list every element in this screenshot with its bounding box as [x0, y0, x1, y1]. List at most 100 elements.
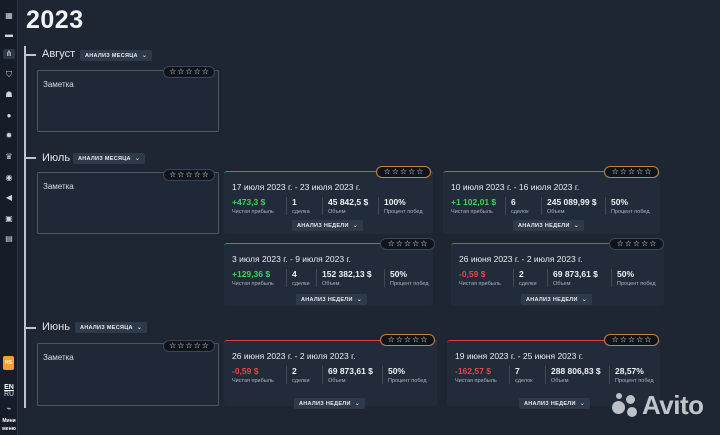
star-icon[interactable]: ☆	[387, 239, 395, 248]
calendar-icon[interactable]: ▣	[5, 214, 13, 223]
divider	[609, 366, 610, 384]
note-label: Заметка	[43, 182, 74, 191]
month-analysis-button[interactable]: АНАЛИЗ МЕСЯЦА ⌄	[80, 50, 153, 61]
rating-stars[interactable]: ☆ ☆ ☆ ☆ ☆	[609, 238, 664, 250]
month-analysis-button[interactable]: АНАЛИЗ МЕСЯЦА ⌄	[73, 153, 146, 164]
star-icon[interactable]: ☆	[611, 167, 619, 176]
star-icon[interactable]: ☆	[185, 341, 193, 350]
star-icon[interactable]: ☆	[408, 167, 416, 176]
star-icon[interactable]: ☆	[644, 335, 652, 344]
star-icon[interactable]: ☆	[201, 341, 209, 350]
rating-stars[interactable]: ☆ ☆ ☆ ☆ ☆	[163, 169, 215, 181]
nodes-icon[interactable]: ⋔	[3, 49, 15, 59]
star-icon[interactable]: ☆	[416, 167, 424, 176]
note-box[interactable]: Заметка	[37, 172, 219, 234]
rating-stars[interactable]: ☆ ☆ ☆ ☆ ☆	[380, 238, 435, 250]
star-icon[interactable]: ☆	[177, 170, 185, 179]
win-rate-value: 28,57%	[615, 366, 644, 376]
star-icon[interactable]: ☆	[619, 335, 627, 344]
rating-stars[interactable]: ☆ ☆ ☆ ☆ ☆	[163, 66, 215, 78]
settings-icon[interactable]: ✹	[5, 131, 13, 140]
star-icon[interactable]: ☆	[395, 239, 403, 248]
star-icon[interactable]: ☆	[636, 335, 644, 344]
rating-stars[interactable]: ☆ ☆ ☆ ☆ ☆	[380, 334, 435, 346]
star-icon[interactable]: ☆	[177, 67, 185, 76]
star-icon[interactable]: ☆	[616, 239, 624, 248]
week-analysis-button[interactable]: АНАЛИЗ НЕДЕЛИ ⌄	[519, 398, 591, 409]
month-analysis-label: АНАЛИЗ МЕСЯЦА	[85, 52, 138, 59]
star-icon[interactable]: ☆	[391, 167, 399, 176]
volume-value: 152 382,13 $	[322, 269, 372, 279]
language-switch[interactable]: EN RU	[0, 384, 18, 398]
star-icon[interactable]: ☆	[632, 239, 641, 248]
rating-stars[interactable]: ☆ ☆ ☆ ☆ ☆	[376, 166, 431, 178]
star-icon[interactable]: ☆	[420, 335, 428, 344]
net-profit-label: Чистая прибыль	[232, 209, 274, 215]
star-icon[interactable]: ☆	[387, 335, 395, 344]
star-icon[interactable]: ☆	[403, 239, 412, 248]
timeline-tick	[24, 157, 36, 159]
note-box[interactable]: Заметка	[37, 70, 219, 132]
month-analysis-button[interactable]: АНАЛИЗ МЕСЯЦА ⌄	[75, 322, 148, 333]
star-icon[interactable]: ☆	[193, 341, 201, 350]
chevron-down-icon: ⌄	[352, 223, 359, 229]
lang-en[interactable]: EN	[4, 384, 14, 391]
star-icon[interactable]: ☆	[169, 341, 177, 350]
star-icon[interactable]: ☆	[636, 167, 644, 176]
star-icon[interactable]: ☆	[185, 170, 193, 179]
chevron-down-icon: ⌄	[573, 223, 580, 229]
user-icon[interactable]: ●	[6, 111, 12, 120]
star-icon[interactable]: ☆	[420, 239, 428, 248]
card-icon[interactable]: ▬	[5, 30, 13, 39]
chevron-down-icon: ⌄	[356, 297, 363, 303]
week-analysis-button[interactable]: АНАЛИЗ НЕДЕЛИ ⌄	[521, 294, 593, 305]
star-icon[interactable]: ☆	[193, 170, 201, 179]
star-icon[interactable]: ☆	[627, 167, 636, 176]
chart-icon[interactable]: ◉	[5, 173, 13, 182]
mini-menu-label[interactable]: Мини	[2, 418, 16, 424]
star-icon[interactable]: ☆	[193, 67, 201, 76]
star-icon[interactable]: ☆	[169, 67, 177, 76]
signal-icon[interactable]: ⌁	[6, 404, 12, 413]
star-icon[interactable]: ☆	[412, 239, 420, 248]
trophy-icon[interactable]: ♛	[5, 152, 13, 161]
timeline-line	[24, 46, 26, 408]
star-icon[interactable]: ☆	[395, 335, 403, 344]
grid-icon[interactable]: ▦	[5, 11, 13, 20]
star-icon[interactable]: ☆	[649, 239, 657, 248]
star-icon[interactable]: ☆	[169, 170, 177, 179]
megaphone-icon[interactable]: ◀	[5, 193, 13, 202]
deals-value: 1	[292, 197, 297, 207]
star-icon[interactable]: ☆	[641, 239, 649, 248]
star-icon[interactable]: ☆	[383, 167, 391, 176]
lang-ru[interactable]: RU	[3, 391, 15, 398]
deals-label: сделка	[292, 209, 310, 215]
shield-icon[interactable]: ⛉	[6, 70, 12, 79]
rating-stars[interactable]: ☆ ☆ ☆ ☆ ☆	[163, 340, 215, 352]
star-icon[interactable]: ☆	[624, 239, 632, 248]
month-label-july: Июль	[42, 152, 71, 164]
mini-menu-label-2[interactable]: меню	[2, 426, 16, 432]
star-icon[interactable]: ☆	[644, 167, 652, 176]
chat-icon[interactable]: ▤	[5, 234, 13, 243]
star-icon[interactable]: ☆	[403, 335, 412, 344]
star-icon[interactable]: ☆	[399, 167, 408, 176]
star-icon[interactable]: ☆	[611, 335, 619, 344]
rating-stars[interactable]: ☆ ☆ ☆ ☆ ☆	[604, 334, 659, 346]
note-box[interactable]: Заметка	[37, 343, 219, 406]
star-icon[interactable]: ☆	[412, 335, 420, 344]
rating-stars[interactable]: ☆ ☆ ☆ ☆ ☆	[604, 166, 659, 178]
star-icon[interactable]: ☆	[177, 341, 185, 350]
star-icon[interactable]: ☆	[619, 167, 627, 176]
users-icon[interactable]: ☗	[5, 90, 13, 99]
star-icon[interactable]: ☆	[201, 67, 209, 76]
avito-text: Avito	[642, 390, 704, 420]
week-analysis-button[interactable]: АНАЛИЗ НЕДЕЛИ ⌄	[513, 220, 585, 231]
avatar[interactable]: HS	[3, 356, 14, 370]
week-analysis-button[interactable]: АНАЛИЗ НЕДЕЛИ ⌄	[294, 398, 366, 409]
week-analysis-button[interactable]: АНАЛИЗ НЕДЕЛИ ⌄	[296, 294, 368, 305]
star-icon[interactable]: ☆	[201, 170, 209, 179]
week-analysis-button[interactable]: АНАЛИЗ НЕДЕЛИ ⌄	[292, 220, 364, 231]
star-icon[interactable]: ☆	[627, 335, 636, 344]
star-icon[interactable]: ☆	[185, 67, 193, 76]
